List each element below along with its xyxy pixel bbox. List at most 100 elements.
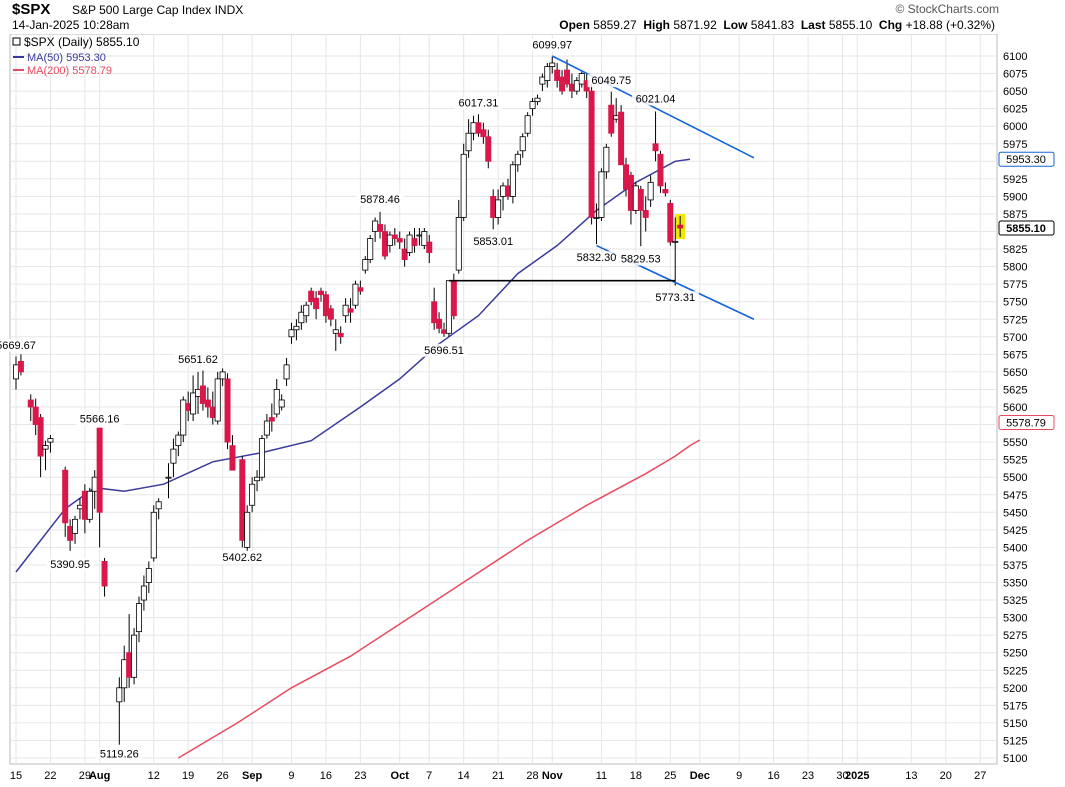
candle-body bbox=[268, 417, 275, 422]
candle-body bbox=[524, 115, 531, 134]
x-tick-label: 30 bbox=[836, 770, 848, 782]
candle-body bbox=[12, 364, 19, 380]
x-tick-label: 15 bbox=[10, 770, 22, 782]
x-tick-label: 27 bbox=[974, 770, 986, 782]
chart-header: $SPX S&P 500 Large Cap Index INDX 14-Jan… bbox=[0, 0, 1065, 34]
candle-body bbox=[185, 403, 192, 411]
price-annotation-bg bbox=[75, 412, 124, 426]
candle-body bbox=[249, 483, 256, 506]
candle-body bbox=[229, 445, 236, 471]
quote-date: 14-Jan-2025 10:28am bbox=[12, 18, 130, 32]
y-tick-label: 5525 bbox=[1003, 455, 1027, 467]
candle-body bbox=[155, 501, 162, 510]
candle-body bbox=[42, 445, 49, 450]
x-tick-label: 21 bbox=[492, 770, 504, 782]
ma200-line bbox=[177, 439, 701, 759]
y-tick-label: 5900 bbox=[1003, 191, 1027, 203]
candle-body bbox=[470, 122, 477, 134]
candle-body bbox=[145, 568, 152, 583]
trendline-upper bbox=[551, 55, 755, 159]
y-tick-label: 5425 bbox=[1003, 525, 1027, 537]
candle-body bbox=[244, 511, 251, 548]
candle-body bbox=[416, 234, 423, 237]
candle-body bbox=[460, 153, 467, 218]
candle-body bbox=[485, 136, 492, 162]
price-annotation: 5669.67 bbox=[0, 340, 36, 352]
candle-body bbox=[86, 490, 93, 520]
right-marker-box bbox=[998, 414, 1055, 430]
candle-body bbox=[362, 259, 369, 271]
y-tick-label: 5725 bbox=[1003, 314, 1027, 326]
candle-body bbox=[308, 290, 315, 303]
price-annotation: 5878.46 bbox=[360, 194, 400, 206]
candle-body bbox=[436, 318, 443, 329]
price-annotation: 5773.31 bbox=[655, 292, 695, 304]
grid-lines bbox=[9, 34, 998, 765]
y-tick-label: 5100 bbox=[1003, 753, 1027, 765]
candle-body bbox=[421, 231, 428, 246]
y-tick-label: 5600 bbox=[1003, 402, 1027, 414]
y-tick-label: 6100 bbox=[1003, 51, 1027, 63]
high-value: 5871.92 bbox=[673, 18, 717, 32]
price-annotation-bg bbox=[469, 235, 517, 249]
candle-body bbox=[126, 652, 133, 678]
candle-body bbox=[37, 417, 44, 457]
candle-body bbox=[47, 438, 54, 443]
legend-price: $SPX (Daily) 5855.10 bbox=[24, 35, 140, 49]
price-annotation-bg bbox=[174, 352, 222, 366]
candle-body bbox=[150, 511, 157, 559]
candle-body bbox=[613, 115, 620, 120]
legend-swatch-price bbox=[12, 37, 21, 46]
candle-body bbox=[131, 634, 138, 678]
candle-body bbox=[322, 294, 329, 317]
price-annotation: 6049.75 bbox=[591, 75, 631, 87]
candle-body bbox=[386, 234, 393, 246]
candle-body bbox=[662, 188, 669, 194]
candle-body bbox=[598, 171, 605, 218]
x-tick-label: 26 bbox=[216, 770, 228, 782]
candle-body bbox=[480, 129, 487, 138]
low-label: Low bbox=[723, 18, 748, 32]
x-tick-label: 16 bbox=[767, 770, 779, 782]
x-tick-label: 13 bbox=[905, 770, 917, 782]
candle-body bbox=[623, 164, 630, 190]
price-annotation-bg bbox=[420, 343, 468, 357]
candle-body bbox=[318, 290, 325, 296]
candle-body bbox=[140, 585, 147, 601]
candle-body bbox=[672, 240, 679, 243]
candle-body bbox=[313, 297, 320, 310]
candle-body bbox=[549, 62, 556, 67]
y-tick-label: 5800 bbox=[1003, 262, 1027, 274]
candle-body bbox=[175, 434, 182, 447]
legend: $SPX (Daily) 5855.10 MA(50) 5953.30 MA(2… bbox=[12, 35, 140, 77]
candle-body bbox=[298, 311, 305, 324]
candle-body bbox=[332, 329, 339, 334]
candle-body bbox=[273, 389, 280, 415]
candle-body bbox=[342, 304, 349, 317]
candlestick-series bbox=[12, 56, 686, 745]
candle-body bbox=[401, 248, 408, 260]
y-tick-label: 5925 bbox=[1003, 174, 1027, 186]
candle-body bbox=[593, 217, 600, 219]
x-tick-label: 25 bbox=[664, 770, 676, 782]
price-annotation-bg bbox=[651, 291, 699, 305]
x-tick-label: 12 bbox=[148, 770, 160, 782]
x-tick-label: Nov bbox=[542, 770, 564, 782]
candle-body bbox=[81, 490, 88, 520]
y-tick-label: 5200 bbox=[1003, 683, 1027, 695]
candle-body bbox=[357, 287, 364, 292]
candle-body bbox=[337, 332, 344, 338]
candle-body bbox=[539, 76, 546, 85]
x-tick-label: Sep bbox=[242, 770, 262, 782]
candle-body bbox=[367, 238, 374, 260]
price-annotation-bg bbox=[0, 338, 40, 352]
y-tick-label: 5375 bbox=[1003, 560, 1027, 572]
y-tick-label: 5225 bbox=[1003, 665, 1027, 677]
candle-body bbox=[17, 360, 24, 373]
y-tick-label: 6000 bbox=[1003, 121, 1027, 133]
x-tick-label: 23 bbox=[802, 770, 814, 782]
price-annotations: 5669.67 5566.16 5390.95 5119.26 5651.62 5402.… bbox=[0, 38, 699, 761]
right-marker-box bbox=[998, 220, 1055, 236]
y-tick-label: 5700 bbox=[1003, 332, 1027, 344]
